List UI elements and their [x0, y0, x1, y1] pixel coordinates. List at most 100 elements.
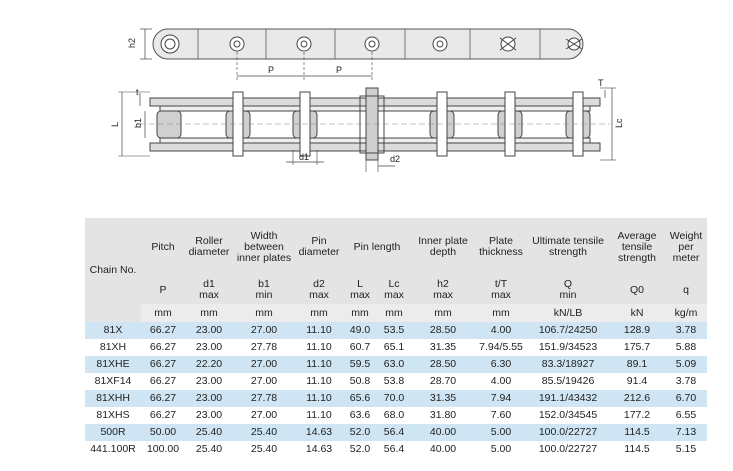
- table-cell: 11.10: [295, 390, 343, 407]
- table-cell: 50.00: [141, 424, 185, 441]
- table-cell: 56.4: [377, 441, 412, 458]
- chain-no-header: Chain No.: [85, 218, 141, 322]
- table-cell: 11.10: [295, 373, 343, 390]
- table-cell: 114.5: [609, 441, 666, 458]
- table-cell: 11.10: [295, 356, 343, 373]
- table-cell: 66.27: [141, 339, 185, 356]
- label-d1: d1: [299, 152, 309, 162]
- label-pitch-right: P: [336, 65, 342, 75]
- table-cell: 52.0: [343, 441, 377, 458]
- table-cell: 66.27: [141, 373, 185, 390]
- table-row: 81XHE 66.27 22.20 27.00 11.10 59.5 63.0 28.50 6.…: [85, 356, 708, 373]
- table-cell: 27.78: [233, 339, 295, 356]
- chain-spec-table: Chain No. Pitch Roller diameter Width be…: [85, 218, 708, 458]
- table-cell: 63.6: [343, 407, 377, 424]
- table-cell: 52.0: [343, 424, 377, 441]
- table-cell: 14.63: [295, 441, 343, 458]
- table-cell: 4.00: [475, 373, 528, 390]
- table-cell: 50.8: [343, 373, 377, 390]
- col-unit-d1: mm: [185, 304, 233, 322]
- table-cell: 28.50: [411, 356, 476, 373]
- col-title-pitch: Pitch: [141, 218, 185, 276]
- table-cell: 11.10: [295, 322, 343, 339]
- table-cell: 7.94: [475, 390, 528, 407]
- chain-top-view: [140, 28, 584, 80]
- chain-no-cell: 81XF14: [85, 373, 141, 390]
- col-unit-Q: kN/LB: [527, 304, 610, 322]
- col-symbol-tT: t/T max: [475, 276, 528, 304]
- table-cell: 66.27: [141, 322, 185, 339]
- table-cell: 27.00: [233, 322, 295, 339]
- table-cell: 23.00: [185, 373, 233, 390]
- table-cell: 100.00: [141, 441, 185, 458]
- label-d2: d2: [390, 154, 400, 164]
- table-cell: 3.78: [665, 322, 708, 339]
- table-cell: 151.9/34523: [527, 339, 610, 356]
- label-b1: b1: [133, 118, 143, 128]
- table-cell: 23.00: [185, 390, 233, 407]
- table-row: 81XHH 66.27 23.00 27.78 11.10 65.6 70.0 31.35 7.…: [85, 390, 708, 407]
- table-cell: 31.35: [411, 390, 476, 407]
- table-cell: 85.5/19426: [527, 373, 610, 390]
- table-cell: 5.15: [665, 441, 708, 458]
- table-cell: 91.4: [609, 373, 666, 390]
- col-unit-p: mm: [141, 304, 185, 322]
- table-cell: 191.1/43432: [527, 390, 610, 407]
- table-cell: 56.4: [377, 424, 412, 441]
- col-unit-L: mm: [343, 304, 377, 322]
- table-cell: 66.27: [141, 356, 185, 373]
- table-cell: 23.00: [185, 339, 233, 356]
- col-title-width-inner-plates: Width between inner plates: [233, 218, 295, 276]
- col-symbol-Q0: Q0: [609, 276, 666, 304]
- col-symbol-p: P: [141, 276, 185, 304]
- table-cell: 31.35: [411, 339, 476, 356]
- col-title-weight-per-meter: Weight per meter: [665, 218, 708, 276]
- col-symbol-d2: d2 max: [295, 276, 343, 304]
- table-row: 81X 66.27 23.00 27.00 11.10 49.0 53.5 28.50 4.00…: [85, 322, 708, 339]
- col-symbol-d1: d1 max: [185, 276, 233, 304]
- table-cell: 23.00: [185, 322, 233, 339]
- table-cell: 5.88: [665, 339, 708, 356]
- col-unit-b1: mm: [233, 304, 295, 322]
- table-cell: 70.0: [377, 390, 412, 407]
- chain-no-cell: 81X: [85, 322, 141, 339]
- label-T: T: [598, 78, 604, 88]
- table-cell: 25.40: [185, 424, 233, 441]
- table-cell: 89.1: [609, 356, 666, 373]
- table-row: 81XF14 66.27 23.00 27.00 11.10 50.8 53.8 28.70 4…: [85, 373, 708, 390]
- table-row: 81XHS 66.27 23.00 27.00 11.10 63.6 68.0 31.80 7.…: [85, 407, 708, 424]
- col-unit-tT: mm: [475, 304, 528, 322]
- table-cell: 152.0/34545: [527, 407, 610, 424]
- table-cell: 66.27: [141, 390, 185, 407]
- chain-technical-drawing: h2 P P t T L b1 Lc d1 d2: [110, 28, 624, 172]
- table-cell: 212.6: [609, 390, 666, 407]
- table-cell: 3.78: [665, 373, 708, 390]
- table-cell: 27.00: [233, 356, 295, 373]
- table-cell: 66.27: [141, 407, 185, 424]
- table-cell: 65.6: [343, 390, 377, 407]
- table-cell: 60.7: [343, 339, 377, 356]
- table-cell: 7.60: [475, 407, 528, 424]
- col-unit-Q0: kN: [609, 304, 666, 322]
- table-cell: 83.3/18927: [527, 356, 610, 373]
- table-cell: 5.00: [475, 441, 528, 458]
- table-cell: 53.8: [377, 373, 412, 390]
- table-cell: 28.50: [411, 322, 476, 339]
- table-row: 441.100R 100.00 25.40 25.40 14.63 52.0 56.4 40.…: [85, 441, 708, 458]
- table-cell: 11.10: [295, 407, 343, 424]
- table-cell: 27.00: [233, 373, 295, 390]
- table-cell: 68.0: [377, 407, 412, 424]
- label-pitch-left: P: [268, 65, 274, 75]
- table-cell: 100.0/22727: [527, 441, 610, 458]
- table-cell: 6.70: [665, 390, 708, 407]
- table-cell: 100.0/22727: [527, 424, 610, 441]
- table-cell: 27.00: [233, 407, 295, 424]
- col-title-plate-thickness: Plate thickness: [475, 218, 528, 276]
- table-cell: 4.00: [475, 322, 528, 339]
- chain-no-cell: 81XHH: [85, 390, 141, 407]
- table-cell: 175.7: [609, 339, 666, 356]
- chain-side-view: [118, 87, 616, 172]
- table-cell: 128.9: [609, 322, 666, 339]
- table-cell: 65.1: [377, 339, 412, 356]
